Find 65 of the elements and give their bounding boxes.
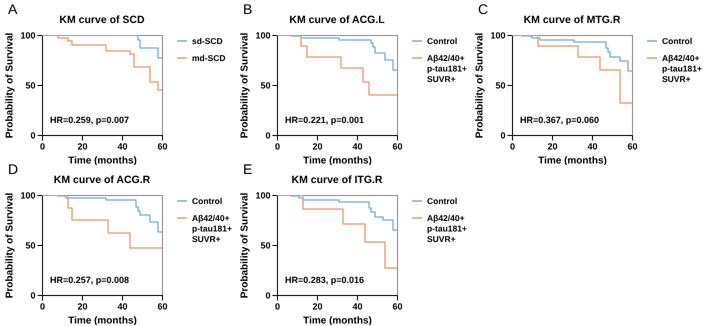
legend-label: md-SCD [192,53,226,63]
chart-title: KM curve of ACG.R [54,174,151,186]
y-tick-label: 0 [265,130,270,140]
text: A [8,1,18,17]
legend-label: Aβ42/40+ p-tau181+ SUVR+ [662,53,702,84]
y-tick-label: 50 [260,80,270,90]
x-tick-label: 20 [77,142,88,152]
x-tick-label: 0 [40,302,46,312]
y-tick-label: 0 [30,130,36,140]
y-tick-label: 0 [265,290,270,300]
annotation: HR=0.257, p=0.008 [50,275,130,285]
x-tick-label: 40 [117,302,128,312]
x-tick-label: 60 [157,142,168,152]
y-axis-title: Probability of Survival [4,192,16,298]
x-tick-label: 0 [274,302,280,312]
x-tick-label: 20 [77,302,88,312]
chart-title: KM curve of ITG.R [291,174,383,186]
legend-label: Aβ42/40+ p-tau181+ SUVR+ [192,213,232,244]
text: E [243,161,252,177]
y-tick-label: 100 [255,190,270,200]
y-tick-label: 100 [20,190,36,200]
legend-label: Control [192,196,222,206]
legend-label: Aβ42/40+ p-tau181+ SUVR+ [427,213,467,244]
text: B [243,1,252,17]
x-tick-label: 0 [510,142,516,152]
y-tick-label: 50 [260,240,270,250]
y-tick-label: 0 [30,290,36,300]
text: C [478,1,488,17]
x-tick-label: 20 [312,142,323,152]
x-tick-label: 0 [40,142,46,152]
annotation: HR=0.221, p=0.001 [285,115,364,125]
x-tick-label: 40 [117,142,128,152]
y-tick-label: 100 [20,30,36,40]
x-tick-label: 60 [392,142,403,152]
legend-label: Control [662,36,692,46]
x-tick-label: 0 [274,142,280,152]
x-tick-label: 60 [392,302,403,312]
y-tick-label: 50 [25,240,36,250]
text: D [8,161,18,177]
x-tick-label: 20 [547,142,558,152]
y-tick-label: 100 [490,30,506,40]
y-tick-label: 100 [255,30,270,40]
chart-title: KM curve of ACG.L [289,14,386,26]
x-tick-label: 20 [312,302,323,312]
y-axis-title: Probability of Survival [239,192,250,298]
annotation: HR=0.283, p=0.016 [285,275,364,285]
annotation: HR=0.259, p=0.007 [50,115,130,125]
legend-label: Control [427,36,458,46]
legend-label: Aβ42/40+ p-tau181+ SUVR+ [427,53,467,84]
annotation: HR=0.367, p=0.060 [520,115,600,125]
y-axis-title: Probability of Survival [239,32,250,138]
legend-label: Control [427,196,458,206]
x-tick-label: 60 [627,142,638,152]
chart-title: KM curve of MTG.R [524,14,621,26]
x-tick-label: 40 [352,142,363,152]
y-tick-label: 50 [495,80,506,90]
x-tick-label: 40 [352,302,363,312]
chart-title: KM curve of SCD [59,14,146,26]
x-tick-label: 40 [587,142,598,152]
y-tick-label: 0 [500,130,506,140]
x-tick-label: 60 [157,302,168,312]
y-axis-title: Probability of Survival [4,32,16,138]
y-tick-label: 50 [25,80,36,90]
y-axis-title: Probability of Survival [474,32,486,138]
legend-label: sd-SCD [192,36,223,46]
